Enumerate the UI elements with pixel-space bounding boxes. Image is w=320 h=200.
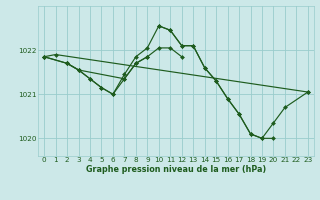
X-axis label: Graphe pression niveau de la mer (hPa): Graphe pression niveau de la mer (hPa) xyxy=(86,165,266,174)
